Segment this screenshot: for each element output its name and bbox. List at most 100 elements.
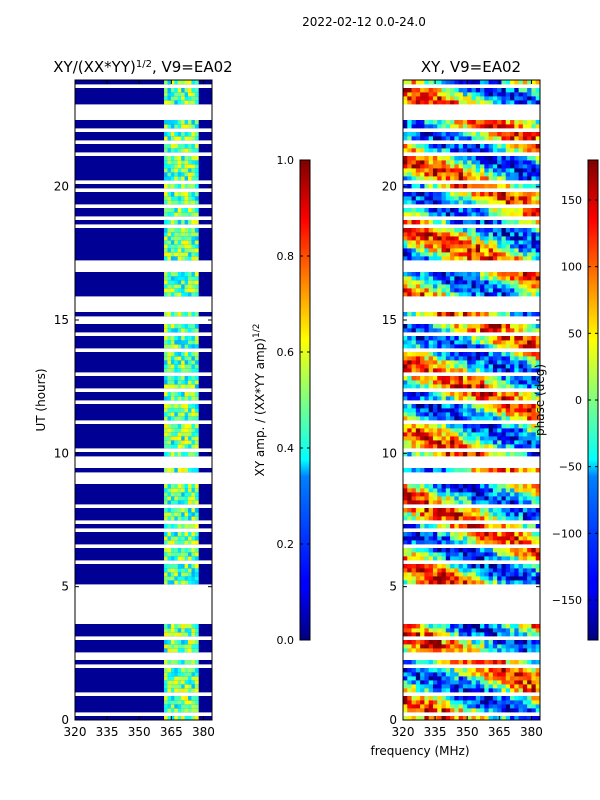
phase-cell bbox=[497, 440, 502, 445]
phase-cell bbox=[415, 468, 421, 473]
phase-cell bbox=[450, 96, 455, 101]
phase-cell bbox=[441, 132, 447, 137]
amp-cell bbox=[191, 552, 196, 557]
phase-cell bbox=[458, 428, 464, 433]
phase-cell bbox=[522, 416, 528, 421]
phase-cell bbox=[475, 572, 481, 577]
amp-cell bbox=[181, 524, 185, 529]
phase-cell bbox=[514, 436, 519, 441]
phase-cell bbox=[471, 408, 477, 413]
phase-cell bbox=[441, 572, 447, 577]
amp-cell bbox=[170, 228, 175, 233]
phase-cell bbox=[501, 572, 507, 577]
amp-cell bbox=[181, 408, 185, 413]
amp-cell bbox=[184, 488, 189, 493]
phase-cell bbox=[432, 708, 438, 713]
amp-cell bbox=[188, 668, 192, 673]
amp-cell bbox=[167, 540, 172, 545]
phase-cell bbox=[441, 552, 447, 557]
phase-cell bbox=[467, 228, 472, 233]
phase-cell bbox=[411, 700, 417, 705]
amp-cell bbox=[188, 512, 192, 517]
phase-cell bbox=[462, 524, 468, 529]
phase-cell bbox=[488, 408, 494, 413]
phase-cell bbox=[488, 328, 494, 333]
phase-cell bbox=[411, 496, 417, 501]
phase-cell bbox=[420, 176, 425, 181]
phase-cell bbox=[458, 440, 464, 445]
phase-cell bbox=[492, 716, 498, 720]
phase-cell bbox=[411, 324, 417, 329]
phase-cell bbox=[403, 232, 408, 237]
phase-cell bbox=[428, 124, 434, 129]
phase-cell bbox=[514, 340, 519, 345]
phase-cell bbox=[518, 416, 524, 421]
phase-cell bbox=[484, 572, 490, 577]
phase-cell bbox=[458, 580, 464, 585]
amp-cell bbox=[174, 212, 179, 217]
phase-cell bbox=[484, 404, 490, 409]
phase-cell bbox=[535, 700, 540, 705]
phase-cell bbox=[462, 96, 468, 101]
amp-cell bbox=[194, 556, 199, 561]
amp-cell bbox=[181, 412, 185, 417]
phase-cell bbox=[445, 700, 451, 705]
phase-cell bbox=[471, 468, 477, 473]
amp-colorbar-ticks: 0.00.20.40.60.81.0 bbox=[277, 154, 310, 647]
phase-cell bbox=[411, 184, 417, 189]
amp-cell bbox=[184, 404, 189, 409]
phase-cell bbox=[471, 92, 477, 97]
y-tick-label: 0 bbox=[61, 713, 69, 727]
phase-cell bbox=[514, 336, 519, 341]
phase-cell bbox=[420, 648, 425, 653]
phase-cell bbox=[488, 700, 494, 705]
phase-cell bbox=[407, 672, 412, 677]
amp-cell bbox=[174, 624, 179, 629]
amp-cell bbox=[177, 436, 182, 441]
amp-cell bbox=[184, 444, 189, 449]
amp-cell bbox=[181, 416, 185, 421]
phase-cell bbox=[488, 492, 494, 497]
phase-cell bbox=[411, 292, 417, 297]
amp-cell bbox=[174, 672, 179, 677]
phase-cell bbox=[428, 412, 434, 417]
amp-cell bbox=[181, 284, 185, 289]
phase-cell bbox=[458, 624, 464, 629]
phase-cell bbox=[441, 412, 447, 417]
phase-cell bbox=[510, 424, 515, 429]
phase-cell bbox=[424, 580, 430, 585]
phase-cell bbox=[432, 340, 438, 345]
amp-cell bbox=[188, 708, 192, 713]
phase-cell bbox=[522, 580, 528, 585]
phase-cell bbox=[415, 284, 421, 289]
phase-cell bbox=[403, 256, 408, 261]
phase-cell bbox=[497, 340, 502, 345]
phase-cell bbox=[527, 580, 532, 585]
amp-cell bbox=[181, 344, 185, 349]
amp-cell bbox=[75, 436, 212, 441]
phase-cell bbox=[488, 512, 494, 517]
amp-cell bbox=[191, 100, 196, 105]
phase-cell bbox=[514, 700, 519, 705]
phase-cell bbox=[420, 164, 425, 169]
amp-cell bbox=[194, 700, 199, 705]
phase-cell bbox=[488, 404, 494, 409]
phase-cell bbox=[510, 176, 515, 181]
phase-cell bbox=[403, 160, 408, 165]
phase-cell bbox=[518, 676, 524, 681]
phase-cell bbox=[518, 92, 524, 97]
amp-cell bbox=[181, 368, 185, 373]
phase-cell bbox=[450, 376, 455, 381]
phase-cell bbox=[411, 240, 417, 245]
phase-cell bbox=[471, 396, 477, 401]
amp-cell bbox=[191, 312, 196, 317]
phase-cell bbox=[450, 136, 455, 141]
phase-cell bbox=[535, 352, 540, 357]
phase-cell bbox=[522, 496, 528, 501]
phase-cell bbox=[432, 124, 438, 129]
amp-cell bbox=[194, 672, 199, 677]
phase-cell bbox=[510, 168, 515, 173]
phase-cell bbox=[462, 436, 468, 441]
amp-cell bbox=[75, 568, 212, 573]
amp-cell bbox=[191, 452, 196, 457]
